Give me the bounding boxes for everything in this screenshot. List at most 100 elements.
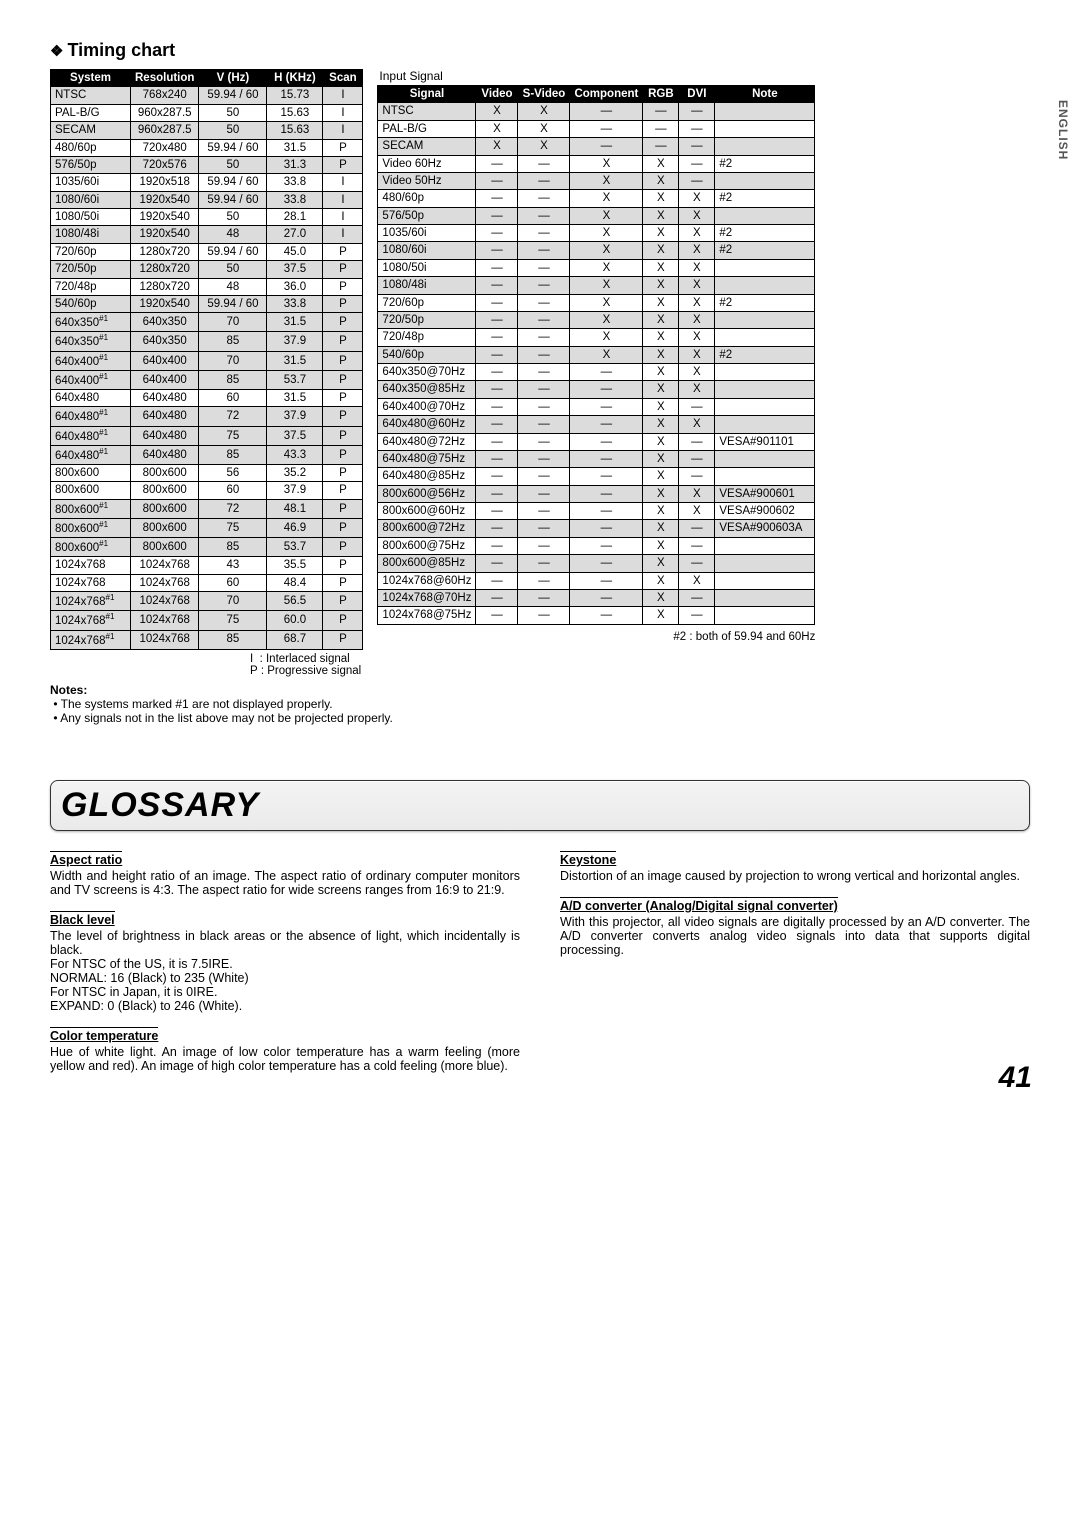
table-row: 540/60p——XXX#2	[378, 346, 815, 363]
table-cell: 640x350	[131, 332, 199, 351]
table-cell: —	[518, 468, 570, 485]
table-cell: 1024x768	[51, 557, 131, 574]
table-cell: 640x400#1	[51, 351, 131, 370]
notes-item: • Any signals not in the list above may …	[50, 711, 1030, 725]
table-cell: 75	[199, 519, 267, 538]
table-cell: X	[570, 294, 643, 311]
table-cell: 800x600	[131, 519, 199, 538]
table-cell	[715, 468, 815, 485]
table-cell: 1080/60i	[51, 191, 131, 208]
table-cell: 720x576	[131, 156, 199, 173]
table-cell: 640x400	[131, 370, 199, 389]
table-cell: 1024x768#1	[51, 611, 131, 630]
table-cell: X	[570, 346, 643, 363]
table-cell: 56	[199, 465, 267, 482]
table-cell: X	[643, 329, 679, 346]
table-cell: —	[476, 520, 518, 537]
table-cell: —	[643, 138, 679, 155]
table-cell: 36.0	[267, 278, 323, 295]
table-cell: X	[643, 207, 679, 224]
table-cell: 50	[199, 209, 267, 226]
table-cell: X	[476, 103, 518, 120]
table-cell: X	[679, 329, 715, 346]
table-cell: —	[518, 364, 570, 381]
table-cell: —	[518, 416, 570, 433]
table-cell: 35.5	[267, 557, 323, 574]
section-title: ❖Timing chart	[50, 40, 1030, 61]
table-cell: 1920x540	[131, 209, 199, 226]
table-cell: X	[643, 589, 679, 606]
table-header: V (Hz)	[199, 70, 267, 87]
table-cell: 1024x768	[131, 574, 199, 591]
table-cell: 48.4	[267, 574, 323, 591]
table-cell: Video 50Hz	[378, 172, 476, 189]
table-header: Scan	[323, 70, 363, 87]
table-cell: X	[643, 259, 679, 276]
table-row: NTSCXX———	[378, 103, 815, 120]
table-header: RGB	[643, 86, 679, 103]
table-cell: X	[643, 572, 679, 589]
table-cell: P	[323, 426, 363, 445]
table-cell: 960x287.5	[131, 104, 199, 121]
table-row: 800x600@85Hz———X—	[378, 555, 815, 572]
table-cell: —	[476, 572, 518, 589]
table-row: 576/50p——XXX	[378, 207, 815, 224]
table-cell	[715, 259, 815, 276]
section-title-text: Timing chart	[67, 40, 175, 60]
table-cell: 1920x518	[131, 174, 199, 191]
table-cell: —	[570, 503, 643, 520]
table-row: SECAM960x287.55015.63I	[51, 122, 363, 139]
table-cell: P	[323, 557, 363, 574]
table-cell: 1035/60i	[378, 225, 476, 242]
table-header: H (KHz)	[267, 70, 323, 87]
table-cell: 800x600@56Hz	[378, 485, 476, 502]
glossary-col-left: Aspect ratioWidth and height ratio of an…	[50, 851, 520, 1087]
table-cell: I	[323, 122, 363, 139]
page-number: 41	[999, 1061, 1032, 1095]
table-cell: P	[323, 592, 363, 611]
table-cell: P	[323, 243, 363, 260]
table-cell: P	[323, 278, 363, 295]
table-row: 720/48p——XXX	[378, 329, 815, 346]
table-cell: —	[476, 381, 518, 398]
table-cell: —	[476, 207, 518, 224]
table-cell: 53.7	[267, 370, 323, 389]
table-row: 640x480@75Hz———X—	[378, 450, 815, 467]
table-cell: 60	[199, 482, 267, 499]
table-row: 640x350#1640x3507031.5P	[51, 313, 363, 332]
table-cell: 800x600#1	[51, 499, 131, 518]
glossary-term: Keystone	[560, 851, 616, 867]
table-cell: 46.9	[267, 519, 323, 538]
table-cell: —	[518, 520, 570, 537]
table-cell: —	[518, 555, 570, 572]
table-cell: —	[476, 607, 518, 624]
table-cell: —	[518, 346, 570, 363]
table-row: 1080/60i1920x54059.94 / 6033.8I	[51, 191, 363, 208]
table-row: 800x600#1800x6007248.1P	[51, 499, 363, 518]
table-cell: 1920x540	[131, 191, 199, 208]
table-cell: 720/48p	[378, 329, 476, 346]
table-cell: 85	[199, 538, 267, 557]
table-header: Resolution	[131, 70, 199, 87]
input-signal-label: Input Signal	[377, 69, 815, 83]
table-cell: 1024x768	[131, 630, 199, 649]
table-cell: #2	[715, 225, 815, 242]
table-cell: —	[679, 138, 715, 155]
table-cell: X	[570, 155, 643, 172]
table-cell: 1280x720	[131, 261, 199, 278]
table-cell: VESA#900603A	[715, 520, 815, 537]
table-cell: 53.7	[267, 538, 323, 557]
table-cell: —	[570, 555, 643, 572]
table-cell: X	[518, 138, 570, 155]
table-cell: P	[323, 465, 363, 482]
table-cell: —	[476, 294, 518, 311]
table-cell: 1035/60i	[51, 174, 131, 191]
table-cell: 31.5	[267, 390, 323, 407]
table-cell: VESA#901101	[715, 433, 815, 450]
table-cell: —	[518, 259, 570, 276]
table-cell: —	[679, 398, 715, 415]
table-cell: —	[518, 503, 570, 520]
table-row: 640x480@85Hz———X—	[378, 468, 815, 485]
table-cell: —	[570, 416, 643, 433]
table-cell: —	[476, 537, 518, 554]
